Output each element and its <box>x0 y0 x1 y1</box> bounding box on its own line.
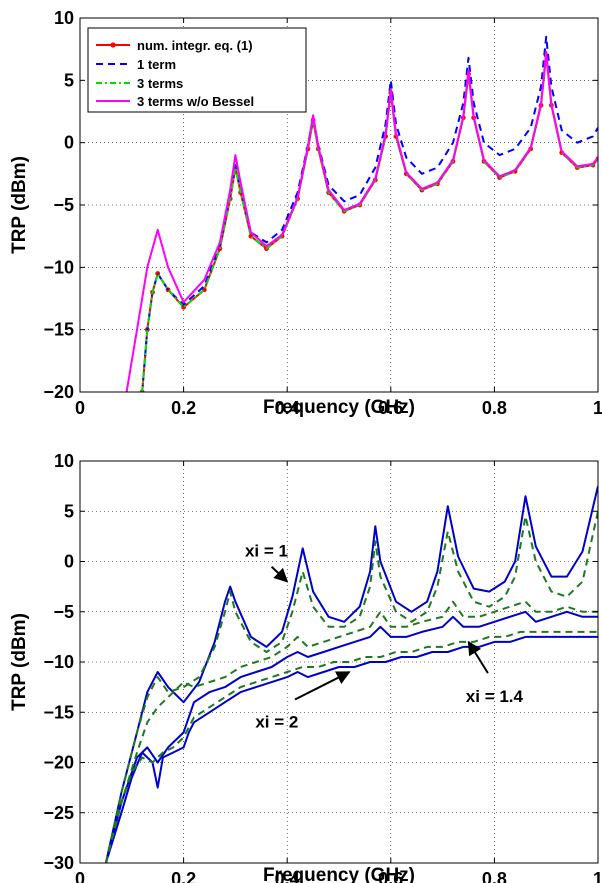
x-tick-label: 0.2 <box>171 869 196 883</box>
legend-entry-3-terms: 3 terms <box>96 76 183 91</box>
top-legend: num. integr. eq. (1) 1 term 3 terms 3 te… <box>87 27 307 113</box>
top-ticks: 0 0.2 0.4 0.6 0.8 1 −20 −15 −10 −5 0 5 10 <box>43 8 602 418</box>
legend-label-num-integr: num. integr. eq. (1) <box>137 38 253 53</box>
series-line-1-1 <box>104 511 598 863</box>
legend-box <box>87 27 307 113</box>
bottom-x-axis-label: Frequency (GHz) <box>263 865 415 883</box>
annotation-arrow-1 <box>467 640 489 674</box>
y-tick-label: −15 <box>43 320 74 340</box>
y-tick-label: −5 <box>53 602 74 622</box>
y-tick-label: 5 <box>64 70 74 90</box>
y-tick-label: 0 <box>64 552 74 572</box>
annotation-label-1: xi = 1.4 <box>466 687 524 706</box>
y-tick-label: 10 <box>54 451 74 471</box>
bottom-annotations: xi = 1 xi = 1.4 xi = 2 <box>245 541 524 731</box>
top-chart: 0 0.2 0.4 0.6 0.8 1 −20 −15 −10 −5 0 5 10 Frequency … <box>9 8 602 418</box>
bottom-grid <box>80 461 598 863</box>
annotation-arrow-0 <box>270 566 289 583</box>
series-line-0-3 <box>125 50 598 392</box>
y-tick-label: −5 <box>53 195 74 215</box>
bottom-series <box>104 485 598 863</box>
x-tick-label: 0.6 <box>378 869 403 883</box>
top-x-axis-label: Frequency (GHz) <box>263 397 415 418</box>
top-y-axis-label: TRP (dBm) <box>9 156 30 254</box>
annotation-label-0: xi = 1 <box>245 541 288 560</box>
legend-entry-num-integr: num. integr. eq. (1) <box>96 38 253 53</box>
y-tick-label: −30 <box>43 853 74 873</box>
y-tick-label: 0 <box>64 133 74 153</box>
bottom-plot-area <box>80 461 598 863</box>
x-tick-label: 0.8 <box>482 869 507 883</box>
y-tick-label: 5 <box>64 501 74 521</box>
y-tick-label: −15 <box>43 702 74 722</box>
series-line-1-3 <box>104 600 598 863</box>
x-tick-label: 0.4 <box>275 398 300 418</box>
legend-entry-1-term: 1 term <box>96 57 176 72</box>
series-line-1-4 <box>104 635 598 863</box>
x-tick-label: 0.8 <box>482 398 507 418</box>
x-tick-label: 0.4 <box>275 869 300 883</box>
series-line-1-0 <box>104 485 598 863</box>
x-tick-label: 1 <box>593 398 602 418</box>
y-tick-label: −20 <box>43 753 74 773</box>
x-tick-label: 0 <box>75 398 85 418</box>
x-tick-label: 1 <box>593 869 602 883</box>
legend-label-3-terms-no-bessel: 3 terms w/o Bessel <box>137 94 254 109</box>
bottom-chart: 0 0.2 0.4 0.6 0.8 1 −30 −25 −20 −15 −10 −5 0 5 10 Freq… <box>9 451 602 883</box>
x-tick-label: 0 <box>75 869 85 883</box>
legend-label-1-term: 1 term <box>137 57 176 72</box>
y-tick-label: −10 <box>43 257 74 277</box>
y-tick-label: −25 <box>43 803 74 823</box>
bottom-y-axis-label: TRP (dBm) <box>9 613 30 711</box>
y-tick-label: −20 <box>43 382 74 402</box>
annotation-arrow-2 <box>294 671 351 701</box>
x-tick-label: 0.6 <box>378 398 403 418</box>
series-line-1-2 <box>104 610 598 863</box>
y-tick-label: 10 <box>54 8 74 28</box>
legend-entry-3-terms-no-bessel: 3 terms w/o Bessel <box>96 94 254 109</box>
top-series <box>125 35 598 392</box>
bottom-ticks: 0 0.2 0.4 0.6 0.8 1 −30 −25 −20 −15 −10 −5 0 5 10 <box>43 451 602 883</box>
x-tick-label: 0.2 <box>171 398 196 418</box>
legend-label-3-terms: 3 terms <box>137 76 183 91</box>
series-line-1-5 <box>104 630 598 863</box>
annotation-label-2: xi = 2 <box>255 712 298 731</box>
y-tick-label: −10 <box>43 652 74 672</box>
